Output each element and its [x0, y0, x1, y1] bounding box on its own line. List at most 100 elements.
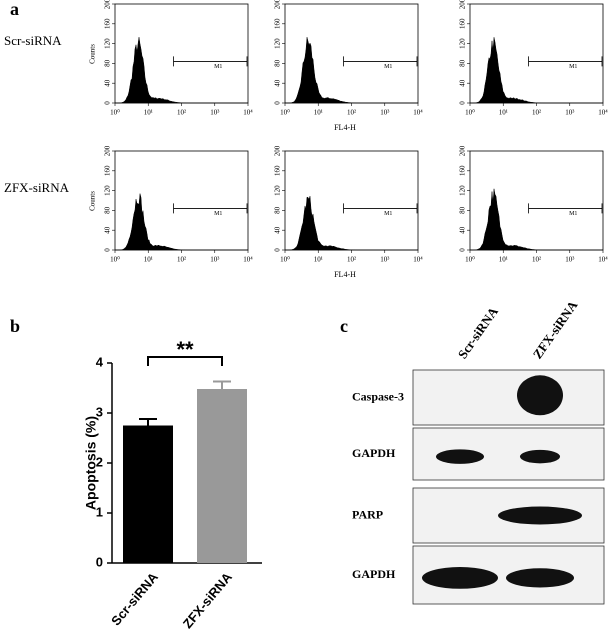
- y-tick-label: 40: [274, 79, 282, 87]
- flow-plot: 0 40 80 120 160 200 10⁰ 10¹ 10² 10³ 10⁴ M1: [459, 145, 609, 263]
- error-bar: [213, 380, 231, 389]
- histogram-shape: [469, 188, 603, 251]
- x-tick-label: 10⁰: [110, 109, 120, 117]
- y-tick-label: 80: [459, 59, 467, 67]
- x-tick-label: 10³: [210, 109, 219, 117]
- blot-row-label: Caspase-3: [352, 389, 404, 403]
- x-tick-label: 10²: [532, 256, 541, 264]
- x-tick-label: 10⁴: [598, 256, 608, 264]
- blot-band: [517, 375, 563, 416]
- gate-label: M1: [569, 64, 577, 70]
- y-tick-label: 0: [274, 101, 282, 105]
- x-tick-label: 10²: [177, 256, 186, 264]
- y-tick-label: 2: [96, 454, 103, 469]
- y-tick-label: 200: [104, 145, 112, 156]
- y-tick-label: 120: [274, 185, 282, 196]
- x-tick-label: 10⁴: [413, 109, 423, 117]
- y-tick-label: 80: [459, 206, 467, 214]
- y-tick-label: 0: [459, 101, 467, 105]
- row-label: ZFX-siRNA: [4, 180, 70, 195]
- flow-plot: 0 40 80 120 160 200 10⁰ 10¹ 10² 10³ 10⁴ M1: [274, 0, 424, 117]
- histogram-shape: [284, 196, 418, 251]
- y-tick-label: 80: [274, 206, 282, 214]
- y-tick-label: 160: [459, 18, 467, 29]
- y-tick-label: 160: [274, 165, 282, 176]
- x-tick-label: 10³: [210, 256, 219, 264]
- panel-label: a: [10, 0, 19, 19]
- y-tick-label: 200: [274, 0, 282, 9]
- y-tick-label: 0: [104, 101, 112, 105]
- x-tick-label: 10⁴: [243, 109, 253, 117]
- gate-label: M1: [569, 211, 577, 217]
- flow-plot: 0 40 80 120 160 200 10⁰ 10¹ 10² 10³ 10⁴ M1: [459, 0, 609, 117]
- blot-box: [412, 369, 605, 426]
- y-tick-label: 0: [104, 248, 112, 252]
- x-tick-label: 10¹: [499, 256, 508, 264]
- blot-band: [520, 449, 560, 464]
- panel-label: c: [340, 316, 348, 336]
- y-tick-label: 0: [96, 554, 103, 569]
- bar: [123, 425, 173, 563]
- histogram-shape: [114, 193, 248, 251]
- lane-label: ZFX-siRNA: [530, 297, 581, 361]
- x-tick-label: 10²: [347, 256, 356, 264]
- x-tick-label: 10¹: [314, 109, 323, 117]
- x-tick-label: 10³: [380, 109, 389, 117]
- y-tick-label: 40: [459, 226, 467, 234]
- y-tick-label: 200: [459, 0, 467, 9]
- significance-label: **: [176, 337, 194, 362]
- y-axis-label: Counts: [89, 191, 97, 211]
- x-tick-label: 10⁰: [465, 256, 475, 264]
- blot-band: [506, 568, 574, 588]
- gate-label: M1: [384, 211, 392, 217]
- x-tick-label: Scr-siRNA: [108, 569, 161, 628]
- y-tick-label: 80: [104, 206, 112, 214]
- blot-row-label: GAPDH: [352, 567, 396, 581]
- x-tick-label: 10²: [177, 109, 186, 117]
- y-tick-label: 160: [459, 165, 467, 176]
- y-tick-label: 200: [274, 145, 282, 156]
- row-label: Scr-siRNA: [4, 33, 62, 48]
- y-tick-label: 40: [459, 79, 467, 87]
- x-tick-label: ZFX-siRNA: [180, 569, 236, 631]
- x-tick-label: 10⁴: [413, 256, 423, 264]
- y-tick-label: 1: [96, 504, 103, 519]
- y-tick-label: 200: [459, 145, 467, 156]
- bar: [197, 389, 247, 563]
- y-tick-label: 3: [96, 404, 103, 419]
- y-tick-label: 120: [104, 185, 112, 196]
- x-tick-label: 10¹: [144, 109, 153, 117]
- x-tick-label: 10⁴: [598, 109, 608, 117]
- x-tick-label: 10⁰: [280, 256, 290, 264]
- y-tick-label: 160: [274, 18, 282, 29]
- panel-label: b: [10, 316, 20, 336]
- y-tick-label: 0: [459, 248, 467, 252]
- y-tick-label: 200: [104, 0, 112, 9]
- x-tick-label: 10¹: [499, 109, 508, 117]
- y-tick-label: 40: [104, 79, 112, 87]
- blot-row-label: GAPDH: [352, 446, 396, 460]
- x-tick-label: 10³: [565, 256, 574, 264]
- blot-band: [498, 506, 582, 525]
- y-tick-label: 40: [104, 226, 112, 234]
- significance-bracket: [147, 356, 223, 366]
- y-tick-label: 120: [459, 185, 467, 196]
- x-tick-label: 10²: [532, 109, 541, 117]
- y-tick-label: 120: [274, 38, 282, 49]
- x-axis-label: FL4-H: [334, 270, 356, 279]
- y-tick-label: 160: [104, 165, 112, 176]
- y-tick-label: 120: [104, 38, 112, 49]
- x-tick-label: 10⁰: [110, 256, 120, 264]
- error-bar: [139, 418, 157, 426]
- histogram-shape: [284, 37, 418, 104]
- blot-band: [422, 567, 498, 589]
- blot-band: [436, 449, 484, 464]
- gate-label: M1: [214, 64, 222, 70]
- x-tick-label: 10²: [347, 109, 356, 117]
- gate-label: M1: [384, 64, 392, 70]
- gate-label: M1: [214, 211, 222, 217]
- y-axis-label: Counts: [89, 44, 97, 64]
- y-axis-label: Apoptosis (%): [83, 416, 99, 510]
- y-tick-label: 80: [274, 59, 282, 67]
